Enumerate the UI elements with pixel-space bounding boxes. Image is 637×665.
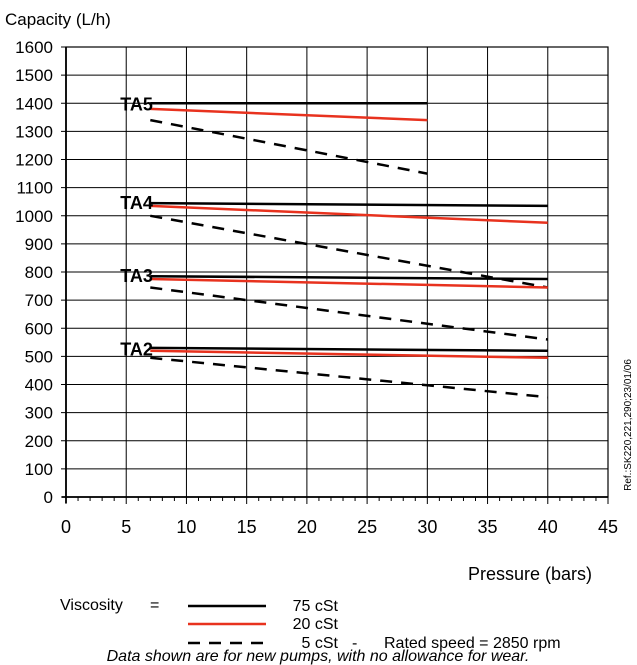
y-tick-label: 800 [25, 263, 53, 282]
series-group-ta3 [150, 274, 548, 341]
series-group-ta5 [150, 102, 428, 175]
group-label-ta4: TA4 [120, 193, 153, 213]
x-tick-label: 40 [538, 517, 558, 537]
y-tick-label: 300 [25, 404, 53, 423]
y-tick-label: 400 [25, 376, 53, 395]
y-tick-labels: 0 100 200 300 400 500 600 700 800 900 1000 1100 1200… [15, 38, 53, 507]
x-tick-label: 15 [237, 517, 257, 537]
chart-title: Capacity (L/h) [5, 10, 111, 29]
y-tick-label: 1400 [15, 94, 53, 113]
series-line-ta5-5cst [150, 118, 428, 175]
series-line-ta3-20cst [150, 277, 548, 289]
series-line-ta3-75cst [150, 274, 548, 281]
x-tick-label: 10 [176, 517, 196, 537]
x-tick-label: 20 [297, 517, 317, 537]
series-line-ta4-75cst [150, 201, 548, 208]
series-group-ta2 [150, 346, 548, 399]
legend-rated-speed-note: Rated speed = 2850 rpm [384, 635, 561, 652]
y-tick-label: 900 [25, 235, 53, 254]
y-tick-label: 1300 [15, 122, 53, 141]
x-tick-label: 45 [598, 517, 618, 537]
series-line-ta2-20cst [150, 349, 548, 360]
chart-footnote: Data shown are for new pumps, with no al… [107, 648, 530, 665]
series-line-ta2-5cst [150, 356, 548, 399]
series-group-ta4 [150, 201, 549, 289]
y-tick-label: 0 [44, 488, 53, 507]
x-axis-label: Pressure (bars) [468, 564, 592, 584]
legend-entry-20cst: 20 cSt [293, 616, 339, 633]
x-tick-label: 35 [478, 517, 498, 537]
x-tick-label: 0 [61, 517, 71, 537]
series-line-ta5-20cst [150, 107, 428, 122]
series-line-ta4-5cst [150, 214, 549, 289]
y-tick-label: 700 [25, 291, 53, 310]
group-labels: TA5 TA4 TA3 TA2 [120, 95, 153, 360]
legend-equals: = [150, 597, 159, 614]
y-tick-label: 200 [25, 432, 53, 451]
legend-title: Viscosity [60, 597, 123, 614]
series [150, 102, 549, 399]
series-line-ta4-20cst [150, 204, 548, 225]
y-tick-label: 1200 [15, 151, 53, 170]
x-tick-label: 30 [417, 517, 437, 537]
group-label-ta5: TA5 [120, 95, 153, 115]
y-tick-label: 500 [25, 347, 53, 366]
y-tick-label: 1600 [15, 38, 53, 57]
legend-entry-75cst: 75 cSt [293, 598, 339, 615]
group-label-ta2: TA2 [120, 339, 153, 359]
x-tick-labels: 0 5 10 15 20 25 30 35 40 45 [61, 517, 618, 537]
legend: Viscosity = 75 cSt 20 cSt 5 cSt - Rated … [60, 597, 561, 652]
x-tick-label: 25 [357, 517, 377, 537]
series-line-ta2-75cst [150, 346, 548, 353]
x-tick-label: 5 [121, 517, 131, 537]
legend-entry-5cst: 5 cSt [302, 635, 339, 652]
y-tick-label: 1000 [15, 207, 53, 226]
y-tick-label: 1500 [15, 66, 53, 85]
reference-code: Ref.:SK220,221,290;23/01/06 [623, 359, 634, 491]
group-label-ta3: TA3 [120, 266, 153, 286]
y-tick-label: 1100 [16, 179, 53, 198]
y-tick-label: 100 [25, 460, 53, 479]
legend-dash-separator: - [352, 635, 357, 652]
y-tick-label: 600 [25, 319, 53, 338]
series-line-ta3-5cst [150, 286, 548, 341]
plot-frame [62, 46, 609, 503]
